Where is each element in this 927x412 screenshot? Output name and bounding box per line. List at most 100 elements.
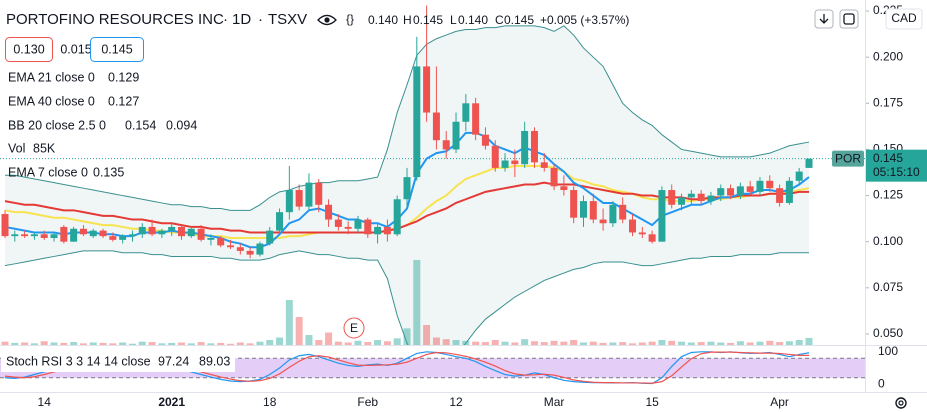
volume-bar (187, 343, 195, 345)
legend-value: 0.094 (166, 118, 197, 132)
currency[interactable]: CAD (891, 11, 917, 25)
volume-bar (423, 325, 431, 345)
volume-bar (207, 343, 215, 345)
volume-bar (236, 342, 244, 345)
volume-bar (805, 337, 813, 345)
currency-box[interactable] (885, 8, 923, 30)
fullscreen-button[interactable] (839, 9, 859, 29)
volume-bar (472, 341, 480, 345)
earnings-label[interactable]: E (350, 321, 358, 335)
volume-bar (746, 342, 754, 345)
y-tick-label: 0.175 (873, 95, 903, 109)
x-tick-label: 14 (38, 395, 52, 409)
volume-bar (334, 341, 342, 345)
candle-body (805, 158, 813, 168)
legend-name[interactable]: EMA 21 close 0 (8, 70, 95, 84)
candle-body (285, 190, 293, 213)
legend-name[interactable]: EMA 40 close 0 (8, 94, 95, 108)
volume-bar (452, 340, 460, 345)
sell-button[interactable] (5, 37, 53, 62)
x-tick-label: 12 (449, 395, 463, 409)
candle-body (119, 236, 127, 240)
candle-body (766, 180, 774, 189)
legend-name[interactable]: EMA 7 close 0 (8, 165, 88, 179)
earnings-marker[interactable] (343, 317, 365, 339)
legend-value: 0.135 (93, 165, 124, 179)
volume-bar (648, 341, 656, 345)
volume-bar (530, 341, 538, 345)
candle-body (707, 195, 715, 202)
quote-high: 0.145 (413, 13, 443, 27)
volume-bar (168, 342, 176, 345)
legend-name[interactable]: Vol (8, 141, 25, 155)
legend-value: 0.154 (125, 118, 156, 132)
volume-bar (442, 339, 450, 345)
quote-change: +0.005 (+3.57%) (540, 13, 629, 27)
candle-body (334, 219, 342, 227)
candle-body (678, 197, 686, 205)
candle-body (354, 219, 362, 229)
candle-body (550, 167, 558, 187)
volume-bar (364, 342, 372, 345)
volume-bar (795, 340, 803, 345)
volume-bar (148, 342, 156, 345)
volume-bar (658, 340, 666, 345)
x-tick-label: 2021 (158, 395, 185, 409)
candle-body (40, 234, 48, 238)
quote-key: H (403, 13, 412, 27)
volume-bar (256, 341, 264, 345)
symbol-tag (832, 150, 864, 167)
candle-body (60, 226, 68, 242)
volume-bar (21, 342, 29, 345)
volume-bar (629, 343, 637, 345)
stoch-legend-name[interactable]: Stoch RSI 3 3 14 14 close (6, 354, 151, 368)
volume-bar (570, 340, 578, 345)
download-button[interactable] (814, 9, 834, 29)
candle-body (413, 66, 421, 178)
candle-body (305, 182, 313, 207)
separator: · (258, 11, 263, 28)
script-icon[interactable]: {} (346, 12, 354, 26)
volume-bar (40, 341, 48, 345)
volume-bar (707, 341, 715, 345)
candle-body (736, 186, 744, 196)
buy-button[interactable] (90, 37, 144, 62)
volume-bar (50, 342, 58, 345)
volume-bar (70, 342, 78, 345)
quote-key: C (495, 13, 504, 27)
candle-body (325, 204, 333, 220)
candle-body (168, 226, 176, 231)
candle-body (629, 219, 637, 233)
volume-bar (128, 343, 136, 345)
candle-body (756, 180, 764, 192)
volume-bar (79, 343, 87, 345)
eye-icon[interactable] (317, 14, 337, 26)
settings-icon[interactable] (895, 397, 907, 409)
volume-bar (501, 341, 509, 345)
candle-body (344, 226, 352, 229)
buy-price[interactable]: 0.145 (101, 42, 132, 56)
candle-body (638, 232, 646, 235)
volume-bar (344, 342, 352, 345)
sell-price[interactable]: 0.130 (13, 42, 44, 56)
volume-bar (393, 338, 401, 345)
y-tick-label: 0.050 (873, 326, 903, 340)
exchange[interactable]: TSXV (268, 11, 307, 28)
interval[interactable]: 1D (232, 11, 251, 28)
legend-value: 0.129 (108, 70, 139, 84)
candle-body (570, 190, 578, 218)
legend-name[interactable]: BB 20 close 2.5 0 (8, 118, 106, 132)
candle-body (266, 230, 274, 244)
volume-bar (99, 342, 107, 345)
symbol[interactable]: PORTOFINO RESOURCES INC (6, 11, 224, 28)
volume-bar (579, 342, 587, 345)
candle-body (236, 247, 244, 251)
volume-bar (717, 342, 725, 345)
candle-body (217, 237, 225, 246)
volume-bar (687, 342, 695, 345)
volume-bar (697, 342, 705, 345)
candle-body (560, 186, 568, 191)
volume-bar (246, 343, 254, 345)
volume-bar (227, 343, 235, 345)
